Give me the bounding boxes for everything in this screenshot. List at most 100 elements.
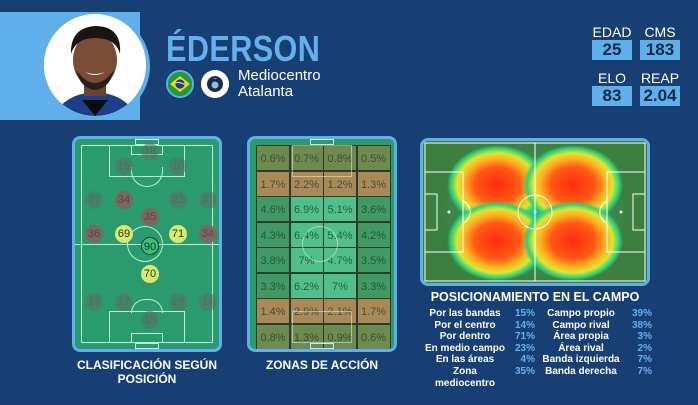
brazil-flag-icon (166, 70, 194, 98)
positioning-row: Campo propio 39% (540, 308, 652, 320)
zone-cell: 3.8% (256, 247, 290, 273)
positioning-row: Banda derecha 7% (540, 366, 652, 378)
positioning-row: Por las bandas 15% (425, 308, 535, 320)
player-position: Mediocentro (238, 67, 321, 84)
zone-cell: 1.7% (356, 298, 391, 324)
positioning-row: Campo rival 38% (540, 320, 652, 332)
positioning-row: Por el centro 14% (425, 320, 535, 332)
position-rating-cm-r: 71 (169, 225, 187, 243)
action-zones-pitch: 0.6% 0.7% 0.8% 0.5% 1.7% 2.2% 1.2% 1.3% 4.6% 6.9%… (247, 136, 397, 352)
positioning-label: Por dentro (439, 331, 491, 343)
player-club: Atalanta (238, 83, 294, 100)
heatmap-icon (423, 141, 647, 283)
zone-cell: 4.6% (256, 196, 290, 222)
stat-label: REAP (640, 70, 680, 86)
stat-value: 25 (592, 40, 632, 60)
positioning-label: Banda derecha (545, 365, 617, 377)
positioning-label: Por el centro (434, 319, 496, 331)
positioning-label: En medio campo (425, 342, 506, 354)
positioning-value: 4% (520, 354, 535, 366)
position-rating-gk-opp: 18 (141, 143, 159, 161)
positioning-row: Área propia 3% (540, 331, 652, 343)
positioning-value: 2% (637, 342, 652, 354)
zone-cell: 1.7% (256, 170, 290, 197)
zone-cell: 1.2% (323, 170, 357, 197)
stat-value: 183 (640, 40, 680, 60)
position-rating-cf-r: 10 (169, 157, 187, 175)
top-penalty-box (292, 145, 352, 177)
heatmap-pitch (420, 138, 650, 286)
positioning-label: Campo propio (547, 308, 615, 319)
center-circle (302, 226, 338, 262)
stat-cms: CMS 183 (640, 24, 680, 60)
position-rating-gk: 15 (141, 311, 159, 329)
zone-cell: 3.5% (356, 247, 391, 273)
bottom-penalty-box (292, 311, 352, 343)
positioning-row: Banda izquierda 7% (540, 354, 652, 366)
zone-cell: 0.6% (356, 323, 391, 349)
zone-cell: 4.2% (356, 221, 391, 248)
position-rating-rw: 37 (199, 191, 217, 209)
positioning-value: 39% (631, 308, 652, 319)
zone-cell: 1.3% (289, 323, 324, 349)
positioning-value: 15% (514, 308, 535, 319)
positioning-row: En medio campo 23% (425, 343, 535, 355)
stat-reap: REAP 2.04 (640, 70, 680, 106)
bottom-goal (135, 343, 159, 349)
position-ratings-pitch: 18 16 10 37 34 23 37 35 36 69 71 34 90 70 17 17 23 14 15 (72, 136, 222, 352)
position-rating-lb: 17 (85, 293, 103, 311)
bottom-goal-box (131, 333, 163, 343)
zone-cell: 3.3% (256, 272, 290, 299)
positioning-label: Campo rival (552, 319, 610, 331)
zone-cell: 0.5% (356, 145, 391, 171)
stat-edad: EDAD 25 (592, 24, 632, 60)
zone-cell: 2.2% (289, 170, 324, 197)
zone-cell: 7% (323, 272, 357, 299)
positioning-value: 3% (637, 331, 652, 343)
player-meta: Mediocentro Atalanta (238, 68, 321, 100)
positioning-row: Área rival 2% (540, 343, 652, 355)
positioning-label: Área rival (558, 342, 604, 354)
positioning-label: Banda izquierda (542, 354, 620, 366)
position-rating-cam: 35 (141, 208, 159, 226)
stat-label: EDAD (592, 24, 632, 40)
position-rating-cb-r: 23 (169, 293, 187, 311)
positioning-table-right: Campo propio 39% Campo rival 38% Área propia… (540, 308, 652, 378)
positioning-title: POSICIONAMIENTO EN EL CAMPO (430, 290, 640, 304)
position-rating-lm: 36 (85, 225, 103, 243)
positioning-table-left: Por las bandas 15% Por el centro 14% Por den… (425, 308, 535, 389)
position-rating-am-r: 23 (169, 191, 187, 209)
action-zones-caption: ZONAS DE ACCIÓN (265, 358, 379, 372)
positioning-label: Área propia (553, 331, 609, 343)
zone-cell: 3.6% (356, 196, 391, 222)
position-rating-rb: 14 (199, 293, 217, 311)
player-avatar (44, 14, 146, 116)
positioning-value: 23% (514, 342, 535, 354)
top-goal (310, 139, 334, 145)
stat-value: 83 (592, 86, 632, 106)
position-rating-dm: 70 (141, 265, 159, 283)
position-ratings-caption: CLASIFICACIÓN SEGÚN POSICIÓN (72, 358, 222, 386)
zone-cell: 5.1% (323, 196, 357, 222)
positioning-value: 7% (637, 354, 652, 366)
positioning-value: 7% (637, 365, 652, 377)
zone-cell: 6.2% (289, 272, 324, 299)
position-rating-cm-l: 69 (115, 225, 133, 243)
atalanta-crest-icon (201, 70, 229, 98)
player-name: ÉDERSON (166, 28, 321, 69)
zone-cell: 4.3% (256, 221, 290, 248)
positioning-row: Zona mediocentro 35% (425, 366, 535, 389)
positioning-value: 38% (631, 319, 652, 331)
zone-cell: 1.4% (256, 298, 290, 324)
positioning-value: 35% (514, 365, 535, 377)
position-rating-cm: 90 (141, 237, 159, 255)
positioning-label: En las áreas (435, 354, 495, 366)
positioning-value: 71% (514, 331, 535, 343)
positioning-label: Por las bandas (429, 308, 501, 319)
positioning-value: 14% (514, 319, 535, 331)
positioning-row: Por dentro 71% (425, 331, 535, 343)
stat-elo: ELO 83 (592, 70, 632, 106)
center-circle (127, 226, 163, 262)
zone-cell: 3.3% (356, 272, 391, 299)
stat-value: 2.04 (640, 86, 680, 106)
